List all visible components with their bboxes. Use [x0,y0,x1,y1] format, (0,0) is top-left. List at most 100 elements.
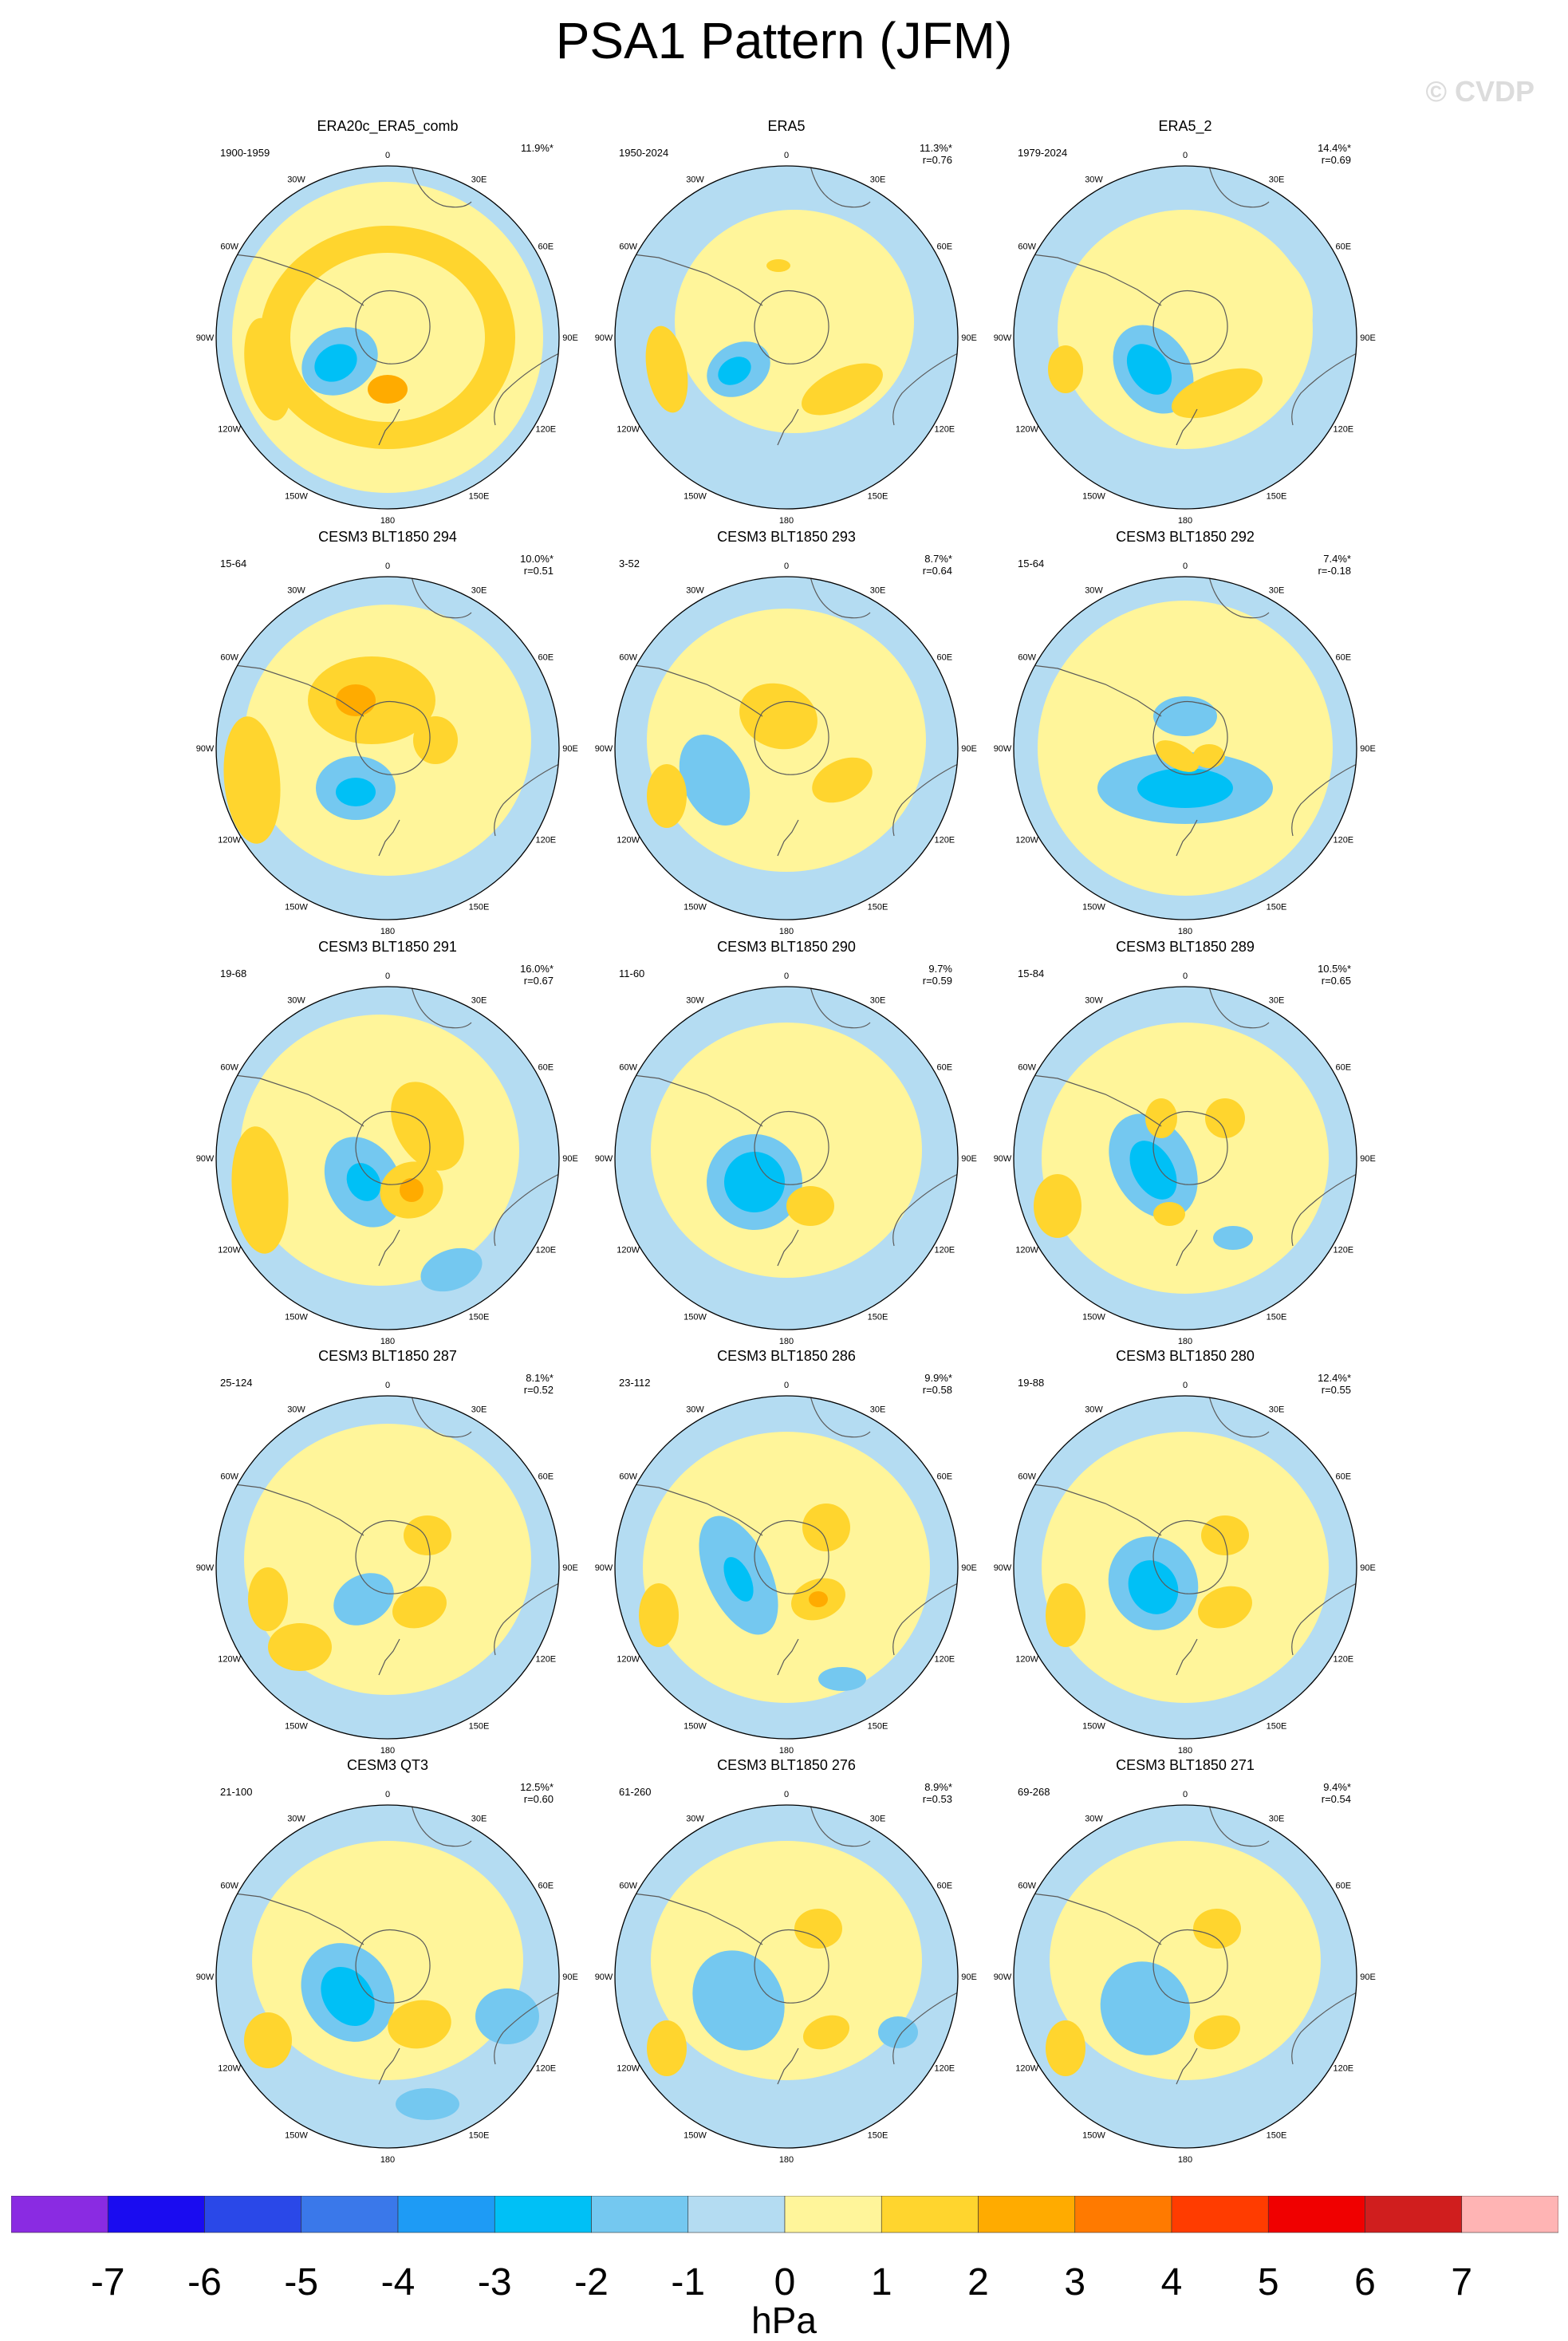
map-border [614,576,959,920]
polar-map: 0 30E 60E 90E 120E 150E 180 150W 120W 90W 60W 30W [595,562,977,936]
longitude-label: 30W [686,1815,704,1824]
longitude-label: 60E [937,242,953,252]
pattern-contour [683,226,906,369]
map-border [215,986,560,1330]
longitude-label: 60E [538,1472,554,1482]
africa-coastline [810,166,871,208]
antarctica-coastline [1152,700,1228,775]
longitude-label: 180 [779,516,794,525]
africa-coastline [411,987,472,1029]
longitude-label: 180 [380,516,395,525]
map-panel: 0 30E 60E 90E 120E 150E 180 150W 120W 90W 60W 30W CE… [188,529,587,936]
pattern-contour [802,2015,850,2050]
panel-variance-and-correlation: 16.0%* r=0.67 [520,963,554,987]
pattern-contour [1155,740,1200,772]
longitude-label: 180 [779,2155,794,2164]
longitude-label: 150W [684,2130,707,2140]
longitude-label: 60W [619,1882,637,1891]
longitude-label: 0 [784,971,789,981]
africa-coastline [810,577,871,619]
pattern-contour [1046,1583,1085,1647]
panel-title: CESM3 BLT1850 271 [1116,1757,1255,1773]
peninsula-coastline [626,253,763,306]
panel-title: CESM3 BLT1850 291 [318,939,457,955]
panel-years: 15-64 [1018,558,1045,569]
longitude-label: 150E [868,1721,888,1731]
africa-coastline [1208,1805,1270,1847]
peninsula-coastline [626,664,763,717]
variance-explained: 10.0%* [520,553,554,565]
peninsula-coastline [626,1074,763,1127]
pattern-contour [647,764,687,828]
longitude-label: 0 [385,1790,390,1799]
map-border [614,165,959,510]
new-zealand-coastline [1176,408,1198,446]
map-panel: 0 30E 60E 90E 120E 150E 180 150W 120W 90W 60W 30W CE… [986,1757,1385,2164]
longitude-label: 150E [469,2130,490,2140]
panel-title: ERA20c_ERA5_comb [317,118,459,134]
longitude-label: 90E [562,1154,578,1164]
pattern-correlation: r=0.53 [922,1793,952,1805]
antarctica-coastline [1152,1929,1228,2004]
pattern-correlation: r=0.54 [1321,1793,1351,1805]
australia-coastline [1291,763,1357,837]
variance-explained: 8.1%* [526,1372,554,1384]
colorbar-swatch [204,2196,302,2233]
longitude-label: 90E [1360,744,1376,754]
longitude-label: 90E [1360,1563,1376,1573]
antarctica-coastline [1152,1519,1228,1594]
new-zealand-coastline [777,819,799,857]
longitude-label: 90E [961,1154,977,1164]
longitude-label: 30E [471,1405,487,1415]
longitude-label: 30W [686,1405,704,1415]
antarctica-coastline [754,1110,829,1185]
longitude-label: 150W [684,1721,707,1731]
antarctica-coastline [1152,1110,1228,1185]
longitude-label: 150W [1082,1312,1105,1322]
longitude-label: 90W [196,1154,215,1164]
longitude-label: 90E [1360,1973,1376,1982]
polar-map: 0 30E 60E 90E 120E 150E 180 150W 120W 90W 60W 30W [196,562,578,936]
colorbar-swatch [301,2196,399,2233]
longitude-label: 60W [1018,242,1036,252]
longitude-label: 60E [538,242,554,252]
longitude-label: 0 [1183,971,1188,981]
longitude-label: 90E [961,333,977,343]
longitude-label: 90W [994,1973,1012,1982]
pattern-contour [1193,2015,1241,2050]
variance-explained: 12.4%* [1318,1372,1351,1384]
colorbar-tick-label: -5 [284,2261,319,2304]
panel-years: 19-68 [220,968,247,979]
colorbar-swatch [1171,2196,1269,2233]
longitude-label: 30E [1269,1815,1285,1824]
panel-years: 15-84 [1018,968,1045,979]
polar-map: 0 30E 60E 90E 120E 150E 180 150W 120W 90W 60W 30W [595,1790,977,2164]
variance-explained: 14.4%* [1318,142,1351,154]
cvdp-watermark: © CVDP [1425,75,1535,108]
new-zealand-coastline [777,408,799,446]
pattern-contour [723,1557,754,1602]
longitude-label: 30E [870,1405,886,1415]
panel-title: ERA5 [767,118,806,134]
map-panel: 0 30E 60E 90E 120E 150E 180 150W 120W 90W 60W 30W CE… [587,1348,986,1755]
australia-coastline [892,1992,958,2065]
map-panel: 0 30E 60E 90E 120E 150E 180 150W 120W 90W 60W 30W CE… [587,1757,986,2164]
panel-years: 19-88 [1018,1377,1045,1389]
colorbar-swatch [107,2196,205,2233]
pattern-correlation: r=0.55 [1321,1384,1351,1396]
longitude-label: 120W [617,2064,640,2074]
longitude-label: 120E [535,2064,556,2074]
longitude-label: 60W [220,1472,238,1482]
pattern-contour [346,1163,381,1201]
pattern-contour [1145,1098,1177,1138]
pattern-contour [718,357,751,385]
longitude-label: 30W [686,586,704,596]
africa-coastline [411,1396,472,1438]
longitude-label: 90W [196,333,215,343]
pattern-contour [336,778,376,806]
longitude-label: 30W [1085,586,1103,596]
australia-coastline [1291,1992,1357,2065]
map-border [1013,986,1357,1330]
longitude-label: 90W [994,744,1012,754]
pattern-contour [766,259,790,272]
